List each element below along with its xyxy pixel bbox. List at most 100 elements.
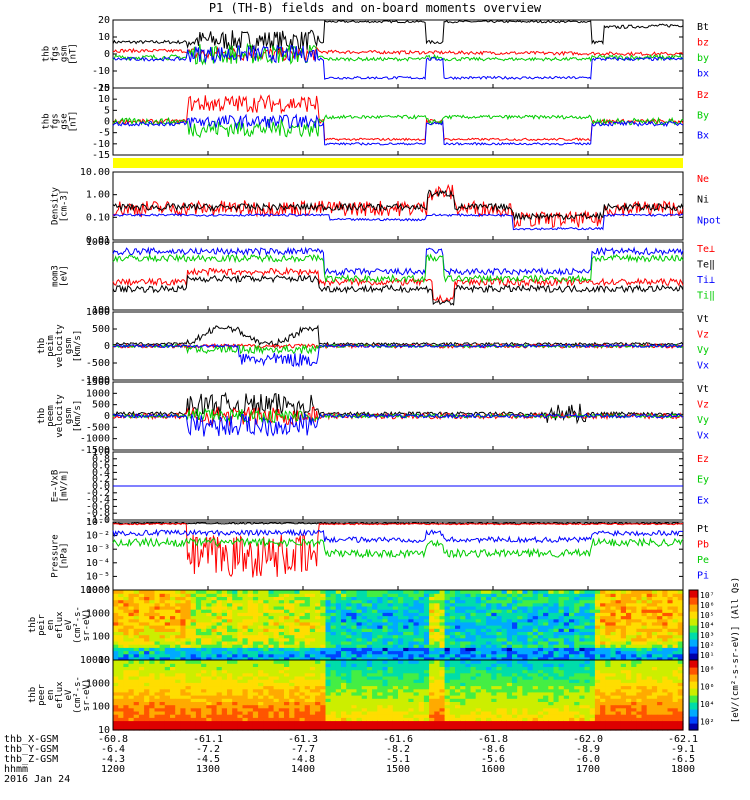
spectrogram-cell bbox=[423, 618, 430, 623]
spectrogram-cell bbox=[113, 701, 119, 706]
spectrogram-cell bbox=[304, 621, 311, 626]
spectrogram-cell bbox=[392, 615, 399, 620]
spectrogram-cell bbox=[563, 720, 570, 725]
spectrogram-cell bbox=[341, 637, 347, 642]
legend-label: Vx bbox=[697, 431, 709, 442]
spectrogram-cell bbox=[356, 679, 363, 683]
spectrogram-cell bbox=[553, 640, 560, 645]
spectrogram-cell bbox=[392, 701, 399, 706]
spectrogram-cell bbox=[113, 666, 119, 671]
spectrogram-cell bbox=[589, 593, 596, 597]
spectrogram-cell bbox=[159, 618, 166, 623]
spectrogram-cell bbox=[512, 596, 518, 601]
spectrogram-cell bbox=[465, 637, 472, 642]
spectrogram-cell bbox=[180, 679, 187, 683]
spectrogram-cell bbox=[470, 679, 477, 683]
spectrogram-cell bbox=[149, 682, 156, 687]
spectrogram-cell bbox=[626, 593, 632, 597]
spectrogram-cell bbox=[475, 691, 482, 696]
spectrogram-cell bbox=[133, 672, 140, 677]
spectrogram-cell bbox=[605, 679, 612, 683]
spectrogram-cell bbox=[579, 596, 586, 601]
spectrogram-cell bbox=[455, 618, 461, 623]
spectrogram-cell bbox=[667, 615, 674, 620]
spectrogram-cell bbox=[294, 647, 301, 652]
spectrogram-cell bbox=[242, 656, 249, 661]
spectrogram-cell bbox=[574, 590, 580, 594]
spectrogram-cell bbox=[537, 685, 544, 690]
spectrogram-cell bbox=[366, 593, 373, 597]
spectrogram-cell bbox=[118, 663, 124, 667]
spectrogram-cell bbox=[123, 605, 130, 610]
spectrogram-cell bbox=[299, 615, 306, 620]
spectrogram-cell bbox=[299, 656, 306, 661]
y-tick-label: -0.2 bbox=[86, 488, 110, 499]
spectrogram-cell bbox=[170, 590, 176, 594]
spectrogram-cell bbox=[522, 717, 529, 722]
spectrogram-cell bbox=[651, 653, 658, 658]
spectrogram-cell bbox=[532, 599, 539, 604]
spectrogram-cell bbox=[372, 672, 378, 677]
spectrogram-cell bbox=[672, 618, 679, 623]
spectrogram-cell bbox=[382, 704, 389, 709]
spectrogram-cell bbox=[175, 691, 181, 696]
spectrogram-cell bbox=[413, 685, 420, 690]
spectrogram-cell bbox=[636, 599, 643, 604]
spectrogram-cell bbox=[252, 660, 259, 664]
spectrogram-cell bbox=[501, 599, 508, 604]
spectrogram-cell bbox=[403, 714, 409, 718]
spectrogram-cell bbox=[170, 656, 176, 661]
spectrogram-cell bbox=[242, 631, 249, 636]
spectrogram-cell bbox=[170, 609, 176, 613]
spectrogram-cell bbox=[341, 650, 347, 655]
spectrogram-cell bbox=[237, 723, 244, 728]
spectrogram-cell bbox=[522, 609, 529, 613]
spectrogram-cell bbox=[175, 615, 181, 620]
spectrogram-cell bbox=[423, 596, 430, 601]
spectrogram-cell bbox=[118, 685, 124, 690]
spectrogram-cell bbox=[398, 695, 404, 699]
spectrogram-cell bbox=[496, 710, 503, 715]
spectrogram-cell bbox=[133, 618, 140, 623]
spectrogram-cell bbox=[227, 710, 233, 715]
spectrogram-cell bbox=[304, 714, 311, 718]
spectrogram-cell bbox=[465, 672, 472, 677]
spectrogram-cell bbox=[672, 599, 679, 604]
spectrogram-cell bbox=[123, 609, 130, 613]
spectrogram-cell bbox=[475, 695, 482, 699]
spectrogram-cell bbox=[527, 631, 534, 636]
spectrogram-cell bbox=[335, 720, 342, 725]
spectrogram-cell bbox=[403, 656, 409, 661]
spectrogram-cell bbox=[605, 672, 612, 677]
spectrogram-cell bbox=[408, 609, 415, 613]
spectrogram-cell bbox=[574, 634, 580, 639]
spectrogram-cell bbox=[180, 720, 187, 725]
series-line-Pe bbox=[112, 536, 684, 560]
spectrogram-cell bbox=[123, 653, 130, 658]
spectrogram-cell bbox=[475, 634, 482, 639]
spectrogram-cell bbox=[247, 679, 254, 683]
spectrogram-cell bbox=[361, 660, 368, 664]
spectrogram-cell bbox=[460, 669, 466, 674]
spectrogram-cell bbox=[491, 723, 498, 728]
spectrogram-cell bbox=[532, 618, 539, 623]
spectrogram-cell bbox=[480, 653, 487, 658]
spectrogram-cell bbox=[470, 660, 477, 664]
spectrogram-cell bbox=[118, 691, 124, 696]
spectrogram-cell bbox=[398, 615, 404, 620]
spectrogram-cell bbox=[382, 723, 389, 728]
spectrogram-cell bbox=[387, 644, 394, 648]
spectrogram-cell bbox=[315, 618, 321, 623]
spectrogram-cell bbox=[309, 695, 316, 699]
spectrogram-cell bbox=[284, 631, 290, 636]
y-tick-label: 0.8 bbox=[92, 454, 110, 465]
spectrogram-cell bbox=[273, 615, 280, 620]
spectrogram-cell bbox=[232, 596, 238, 601]
spectrogram-cell bbox=[537, 698, 544, 702]
spectrogram-cell bbox=[113, 698, 119, 702]
spectrogram-cell bbox=[159, 707, 166, 712]
spectrogram-cell bbox=[460, 672, 466, 677]
spectrogram-cell bbox=[361, 717, 368, 722]
spectrogram-cell bbox=[335, 695, 342, 699]
spectrogram-cell bbox=[377, 714, 384, 718]
